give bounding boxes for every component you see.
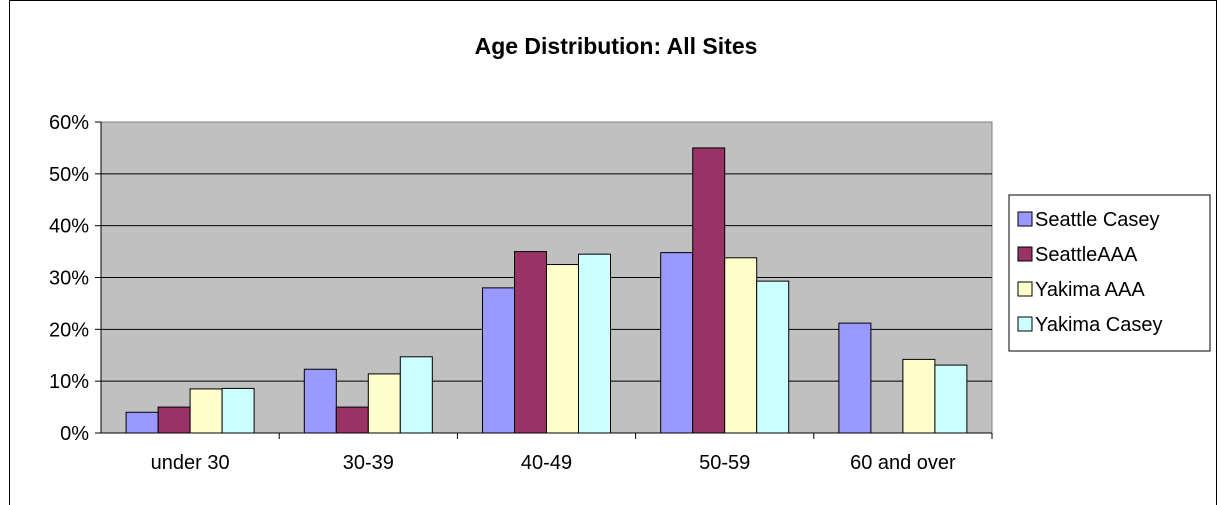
bar-yakima-casey	[578, 253, 611, 434]
y-tick-label: 50%	[49, 164, 89, 186]
bar-seattle-casey	[303, 368, 337, 434]
bar-seattleaaa	[157, 406, 191, 434]
legend-box	[1008, 194, 1211, 352]
y-tick-label: 60%	[49, 112, 89, 134]
y-tick-label: 40%	[49, 216, 89, 238]
x-tick-label: under 30	[151, 452, 230, 474]
y-tick-label: 10%	[49, 371, 89, 393]
bar-yakima-aaa	[724, 257, 758, 434]
bar-yakima-aaa	[367, 373, 401, 434]
chart-title: Age Distribution: All Sites	[475, 33, 758, 59]
legend-label-seattle-casey: Seattle Casey	[1035, 209, 1160, 231]
bar-yakima-casey	[756, 280, 790, 434]
plot-area: 0% 10% 20% 30% 40% 50% 60% under 30 30-39 40-49 50…	[49, 112, 993, 474]
legend-label-yakima-aaa: Yakima AAA	[1035, 279, 1145, 301]
y-tick-label: 30%	[49, 268, 89, 290]
y-tick-label: 0%	[60, 423, 89, 445]
x-tick-label: 40-49	[521, 452, 572, 474]
bar-seattle-casey	[125, 411, 159, 434]
bar-yakima-aaa	[902, 358, 936, 434]
legend-swatch-seattle-casey	[1017, 211, 1033, 227]
bar-seattleaaa	[335, 406, 369, 434]
bar-seattle-casey	[660, 252, 694, 434]
bar-seattleaaa	[692, 147, 726, 434]
bar-seattle-casey	[482, 287, 515, 434]
bar-yakima-casey	[221, 387, 255, 434]
bar-yakima-aaa	[546, 264, 579, 434]
x-tick-label: 30-39	[343, 452, 394, 474]
bar-yakima-casey	[399, 356, 433, 434]
y-tick-label: 20%	[49, 319, 89, 341]
bar-yakima-casey	[934, 364, 968, 434]
bar-yakima-aaa	[189, 388, 223, 434]
bar-seattleaaa	[514, 251, 547, 434]
x-tick-label: 60 and over	[850, 452, 956, 474]
legend-swatch-seattleaaa	[1017, 246, 1033, 262]
legend-label-seattleaaa: SeattleAAA	[1035, 244, 1138, 266]
x-tick-label: 50-59	[699, 452, 750, 474]
legend-label-yakima-casey: Yakima Casey	[1035, 314, 1162, 336]
legend: Seattle Casey SeattleAAA Yakima AAA Yakima …	[1008, 194, 1211, 352]
legend-swatch-yakima-casey	[1017, 316, 1033, 332]
legend-swatch-yakima-aaa	[1017, 281, 1033, 297]
bar-seattle-casey	[838, 322, 872, 434]
